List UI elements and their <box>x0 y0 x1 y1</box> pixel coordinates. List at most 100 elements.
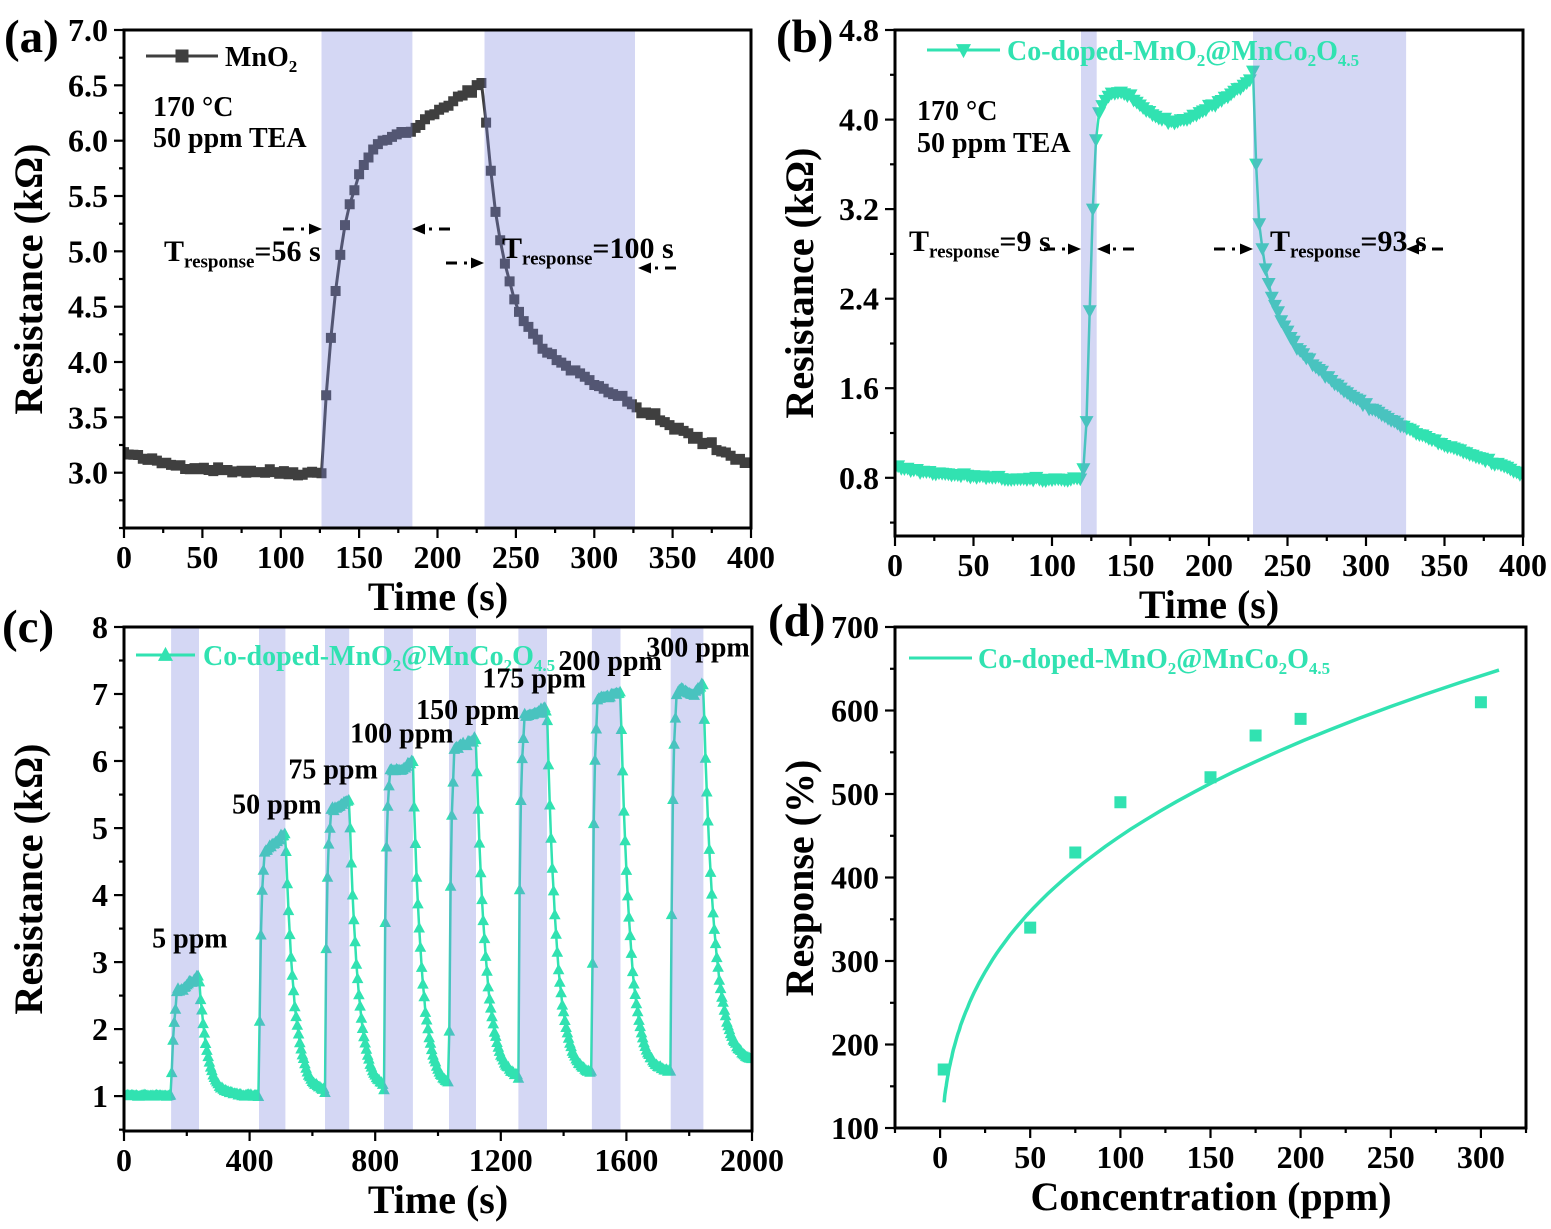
panel-c-conc-label-2: 75 ppm <box>288 755 377 786</box>
panel-a-ytick-label: 5.0 <box>68 233 108 269</box>
panel-b-annotation-text-2: Tresponse=9 s <box>909 225 1051 263</box>
panel-c-xtick-label: 1200 <box>469 1142 533 1178</box>
panel-c-gas-band-5 <box>518 627 547 1131</box>
panel-a-x-axis-title: Time (s) <box>368 574 508 619</box>
panel-c-ticks <box>114 625 754 1141</box>
panel-a-ytick-label: 4.5 <box>68 289 108 325</box>
panel-b-xtick-label: 200 <box>1185 547 1233 583</box>
panel-d-ytick-label: 700 <box>831 609 879 645</box>
panel-c-ytick-label: 7 <box>92 676 108 712</box>
panel-d-frame <box>893 625 1528 1130</box>
panel-c-xtick-label: 800 <box>351 1142 399 1178</box>
panel-b-ytick-label: 3.2 <box>839 191 879 227</box>
panel-d-series-markers-1 <box>937 696 1487 1076</box>
panel-a-xtick-label: 0 <box>116 539 132 575</box>
panel-b-x-axis-title: Time (s) <box>1139 582 1279 627</box>
panel-a-xtick-label: 350 <box>649 539 697 575</box>
panel-a-series-markers-0 <box>124 78 751 481</box>
panel-c-legend: Co-doped-MnO2@MnCo2O4.5 <box>136 641 555 675</box>
panel-a-y-axis-title: Resistance (kΩ) <box>6 144 51 415</box>
panel-b-ticks <box>885 28 1525 546</box>
panel-b-xtick-label: 150 <box>1107 547 1155 583</box>
panel-c-xtick-label: 2000 <box>720 1142 784 1178</box>
panel-a-xtick-label: 200 <box>414 539 462 575</box>
panel-c-ytick-label: 4 <box>92 877 108 913</box>
panel-a-annotation-text-2: Tresponse=56 s <box>164 235 321 273</box>
panel-b-xtick-label: 300 <box>1342 547 1390 583</box>
panel-a-ticks <box>114 28 753 538</box>
panel-c-gas-band-7 <box>670 627 704 1131</box>
panel-d-ticks <box>885 625 1528 1138</box>
panel-a-legend-marker <box>175 49 189 63</box>
panel-c-conc-label-5: 175 ppm <box>482 663 585 694</box>
panel-c-xtick-label: 0 <box>116 1142 132 1178</box>
panel-b-annotation-text-0: 170 °C <box>917 96 997 127</box>
panel-c-ytick-label: 3 <box>92 944 108 980</box>
panel-c-conc-label-1: 50 ppm <box>232 789 321 820</box>
panel-b-legend: Co-doped-MnO2@MnCo2O4.5 <box>927 36 1359 70</box>
panel-b-arrow-1-left <box>1097 243 1134 255</box>
panel-d-ytick-label: 500 <box>831 776 879 812</box>
panel-d-xtick-label: 300 <box>1457 1139 1505 1175</box>
panel-b-series-markers-0 <box>895 65 1523 488</box>
panel-d-legend: Co-doped-MnO2@MnCo2O4.5 <box>909 644 1330 678</box>
panel-c-ytick-label: 5 <box>92 810 108 846</box>
panel-c-conc-label-0: 5 ppm <box>152 923 227 954</box>
panel-a-ytick-label: 6.5 <box>68 67 108 103</box>
panel-c-xtick-label: 400 <box>226 1142 274 1178</box>
panel-a-xtick-label: 250 <box>492 539 540 575</box>
panel-b-arrow-0-right <box>1044 243 1081 255</box>
panel-b-arrow-2-right <box>1214 243 1253 255</box>
panel-a-xtick-label: 50 <box>186 539 218 575</box>
panel-b-gas-band-1 <box>1253 30 1407 536</box>
panel-c-legend-marker <box>158 646 173 661</box>
panel-b-legend-label: Co-doped-MnO2@MnCo2O4.5 <box>1007 36 1359 70</box>
panel-d-xtick-label: 100 <box>1096 1139 1144 1175</box>
panel-d-series-line-0 <box>942 668 1500 1103</box>
panel-c-series-layer <box>124 677 752 1101</box>
panel-b-arrow-3-left <box>1406 243 1443 255</box>
panel-d-y-axis-title: Response (%) <box>777 760 822 997</box>
panel-d-ytick-label: 400 <box>831 860 879 896</box>
panel-d-ytick-label: 100 <box>831 1110 879 1146</box>
panel-b-ytick-label: 0.8 <box>839 460 879 496</box>
panel-c-gas-band-3 <box>384 627 413 1131</box>
panel-d-xtick-label: 0 <box>932 1139 948 1175</box>
panel-a-xtick-label: 400 <box>727 539 775 575</box>
panel-c-gas-band-4 <box>449 627 476 1131</box>
panel-c-x-axis-title: Time (s) <box>368 1177 508 1222</box>
panel-a-ytick-label: 6.0 <box>68 123 108 159</box>
panel-a-arrow-1-left <box>412 223 450 235</box>
panel-b-xtick-label: 50 <box>958 547 990 583</box>
panel-d-ytick-label: 200 <box>831 1027 879 1063</box>
panel-d-ytick-label: 300 <box>831 943 879 979</box>
panel-a-annotation-text-0: 170 °C <box>153 92 233 123</box>
panel-b-annotation-text-1: 50 ppm TEA <box>917 128 1071 159</box>
panel-c-ytick-label: 8 <box>92 609 108 645</box>
panel-a-arrow-0-right <box>283 223 322 235</box>
panel-c-conc-label-3: 100 ppm <box>350 718 453 749</box>
panel-a-xtick-label: 150 <box>335 539 383 575</box>
panel-c-legend-label: Co-doped-MnO2@MnCo2O4.5 <box>203 641 555 675</box>
panel-b-xtick-label: 0 <box>887 547 903 583</box>
panel-d-xtick-label: 200 <box>1277 1139 1325 1175</box>
panel-d: 0 50 100 150 200 250 300 100 200 300 400 500 600 700 C… <box>777 609 1528 1219</box>
panel-a-annotation-text-3: Tresponse=100 s <box>502 232 674 270</box>
panel-a: 0 50 100 150 200 250 300 350 400 3.0 3.5 4.0 4.5 5.0 5… <box>6 12 775 619</box>
panel-a-series-layer <box>124 78 751 481</box>
panel-c-ytick-label: 6 <box>92 743 108 779</box>
panel-c-gas-band-2 <box>325 627 350 1131</box>
panel-a-ytick-label: 3.0 <box>68 455 108 491</box>
panel-b-ytick-label: 4.8 <box>839 12 879 48</box>
panel-c-gas-band-1 <box>259 627 286 1131</box>
panel-b-xtick-label: 400 <box>1499 547 1547 583</box>
panel-b: 0 50 100 150 200 250 300 350 400 0.8 1.6 2.4 3.2 4.0 4… <box>777 12 1547 627</box>
panel-d-ytick-label: 600 <box>831 693 879 729</box>
panel-a-gas-band-0 <box>321 30 413 528</box>
panel-letter-b: (b) <box>776 11 833 63</box>
panel-letter-a: (a) <box>4 11 59 63</box>
panel-b-ytick-label: 4.0 <box>839 102 879 138</box>
panel-c-conc-label-7: 300 ppm <box>646 633 749 664</box>
